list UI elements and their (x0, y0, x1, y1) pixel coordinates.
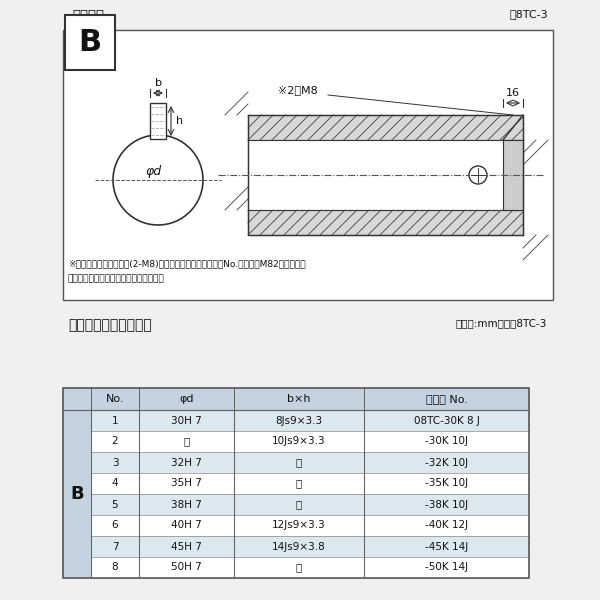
Bar (91, 536, 529, 557)
Bar (150, 103, 166, 139)
Bar (65, 15, 115, 70)
Text: -35K 10J: -35K 10J (425, 479, 468, 488)
Text: 8Js9×3.3: 8Js9×3.3 (275, 415, 323, 425)
Text: 4: 4 (112, 479, 118, 488)
Text: B: B (79, 28, 101, 57)
Text: 6: 6 (112, 520, 118, 530)
Text: 〃: 〃 (296, 563, 302, 572)
Bar (91, 494, 529, 515)
Circle shape (469, 166, 487, 184)
Text: 35H 7: 35H 7 (171, 479, 202, 488)
Text: -32K 10J: -32K 10J (425, 457, 468, 467)
Text: 軸穴形状: 軸穴形状 (72, 9, 104, 22)
Text: 14Js9×3.8: 14Js9×3.8 (272, 541, 326, 551)
Text: コード No.: コード No. (425, 394, 467, 404)
Text: -45K 14J: -45K 14J (425, 541, 468, 551)
Text: 〃: 〃 (184, 437, 190, 446)
Bar (503, 140, 523, 210)
Text: 08TC-30K 8 J: 08TC-30K 8 J (413, 415, 479, 425)
Text: 〃: 〃 (296, 457, 302, 467)
Text: φd: φd (179, 394, 194, 404)
Text: -30K 10J: -30K 10J (425, 437, 468, 446)
Text: 12Js9×3.3: 12Js9×3.3 (272, 520, 326, 530)
Text: ※2－M8: ※2－M8 (278, 85, 318, 95)
Bar (248, 115, 523, 140)
Bar (91, 431, 529, 452)
Text: φd: φd (145, 166, 161, 179)
Text: -50K 14J: -50K 14J (425, 563, 468, 572)
Bar (248, 115, 523, 235)
Text: 軸穴形状コードー覧表: 軸穴形状コードー覧表 (68, 318, 152, 332)
Text: -40K 12J: -40K 12J (425, 520, 468, 530)
Text: 3: 3 (112, 457, 118, 467)
Bar (248, 210, 523, 235)
Text: No.: No. (106, 394, 124, 404)
Text: 16: 16 (506, 88, 520, 98)
Text: 〃: 〃 (296, 479, 302, 488)
Text: 図8TC-3: 図8TC-3 (509, 9, 548, 19)
Text: 50H 7: 50H 7 (171, 563, 202, 572)
Bar (91, 473, 529, 494)
Text: 32H 7: 32H 7 (171, 457, 202, 467)
Text: 30H 7: 30H 7 (171, 415, 202, 425)
Text: 7: 7 (112, 541, 118, 551)
Text: 2: 2 (112, 437, 118, 446)
Bar (63, 388, 529, 578)
Text: ※セットボルト用タップ(2-M8)が必要な場合は右記コードNo.の末尾にM82を付ける。: ※セットボルト用タップ(2-M8)が必要な場合は右記コードNo.の末尾にM82を… (68, 259, 305, 268)
Text: （セットボルトは付属されています。）: （セットボルトは付属されています。） (68, 274, 165, 283)
Text: h: h (176, 116, 183, 126)
Bar (248, 140, 523, 210)
Text: 5: 5 (112, 499, 118, 509)
Text: 8: 8 (112, 563, 118, 572)
Bar (91, 410, 529, 431)
Bar (91, 452, 529, 473)
Text: 40H 7: 40H 7 (171, 520, 202, 530)
Text: b: b (155, 78, 161, 88)
Bar (91, 557, 529, 578)
Bar (91, 515, 529, 536)
Text: （単位:mm）　表8TC-3: （単位:mm） 表8TC-3 (455, 318, 547, 328)
Text: 38H 7: 38H 7 (171, 499, 202, 509)
Circle shape (113, 135, 203, 225)
Text: B: B (70, 485, 84, 503)
Text: 10Js9×3.3: 10Js9×3.3 (272, 437, 326, 446)
Bar (63, 30, 553, 300)
Bar (248, 210, 523, 235)
Bar (91, 388, 529, 410)
Text: b×h: b×h (287, 394, 311, 404)
Text: 1: 1 (112, 415, 118, 425)
Bar (63, 388, 91, 578)
Bar (248, 115, 523, 140)
Text: 45H 7: 45H 7 (171, 541, 202, 551)
Text: -38K 10J: -38K 10J (425, 499, 468, 509)
Text: 〃: 〃 (296, 499, 302, 509)
